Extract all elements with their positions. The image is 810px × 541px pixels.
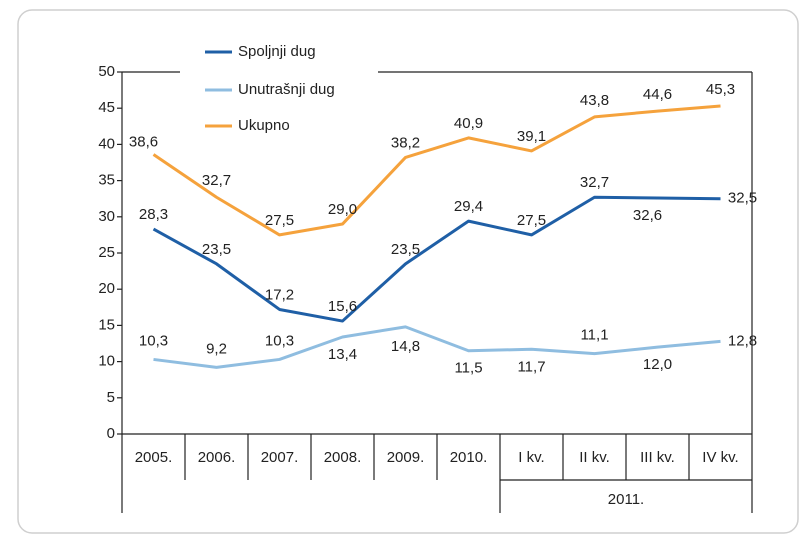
- data-label: 44,6: [643, 86, 672, 103]
- y-tick-label: 20: [98, 280, 115, 297]
- y-tick-label: 15: [98, 316, 115, 333]
- data-label: 10,3: [139, 332, 168, 349]
- data-label: 39,1: [517, 128, 546, 145]
- data-label: 12,8: [728, 332, 757, 349]
- data-label: 11,5: [454, 360, 482, 377]
- data-label: 32,6: [633, 207, 662, 224]
- x-tick-label: I kv.: [518, 449, 544, 466]
- data-label: 28,3: [139, 206, 168, 223]
- y-tick-label: 40: [98, 135, 115, 152]
- y-tick-label: 10: [98, 353, 115, 370]
- legend-label: Spoljnji dug: [238, 43, 316, 60]
- data-label: 38,6: [129, 134, 158, 151]
- data-label: 13,4: [328, 346, 357, 363]
- x-tick-label: 2008.: [324, 449, 362, 466]
- data-label: 45,3: [706, 81, 735, 98]
- y-tick-label: 0: [107, 425, 115, 442]
- data-label: 32,5: [728, 190, 757, 207]
- x-tick-label: 2005.: [135, 449, 173, 466]
- x-tick-label: 2007.: [261, 449, 299, 466]
- data-label: 12,0: [643, 356, 672, 373]
- y-tick-label: 45: [98, 99, 115, 116]
- data-label: 11,1: [580, 327, 608, 344]
- data-label: 38,2: [391, 134, 420, 151]
- data-label: 23,5: [391, 241, 420, 258]
- series-line: [153, 325, 721, 369]
- data-label: 40,9: [454, 115, 483, 132]
- data-label: 17,2: [265, 286, 294, 303]
- data-label: 27,5: [517, 212, 546, 229]
- x-tick-label: 2010.: [450, 449, 488, 466]
- y-tick-label: 25: [98, 244, 115, 261]
- data-label: 14,8: [391, 338, 420, 355]
- data-label: 29,0: [328, 201, 357, 218]
- data-label: 23,5: [202, 241, 231, 258]
- y-tick-label: 35: [98, 172, 115, 189]
- data-label: 32,7: [580, 174, 609, 191]
- series-line: [152, 104, 721, 237]
- x-tick-label: 2009.: [387, 449, 425, 466]
- y-tick-label: 50: [98, 63, 115, 80]
- legend-label: Unutrašnji dug: [238, 81, 335, 98]
- x-tick-label: IV kv.: [702, 449, 738, 466]
- x-tick-label: II kv.: [579, 449, 610, 466]
- data-label: 10,3: [265, 332, 294, 349]
- data-label: 15,6: [328, 298, 357, 315]
- series-line: [152, 195, 721, 323]
- legend-label: Ukupno: [238, 117, 290, 134]
- data-label: 9,2: [206, 340, 227, 357]
- y-tick-label: 5: [107, 389, 115, 406]
- data-label: 32,7: [202, 172, 231, 189]
- x-tick-label: 2006.: [198, 449, 236, 466]
- data-label: 29,4: [454, 198, 483, 215]
- group-label: 2011.: [608, 491, 644, 508]
- data-label: 43,8: [580, 92, 609, 109]
- data-label: 27,5: [265, 212, 294, 229]
- x-tick-label: III kv.: [640, 449, 675, 466]
- data-label: 11,7: [517, 358, 545, 375]
- y-tick-label: 30: [98, 208, 115, 225]
- frame: [17, 9, 799, 534]
